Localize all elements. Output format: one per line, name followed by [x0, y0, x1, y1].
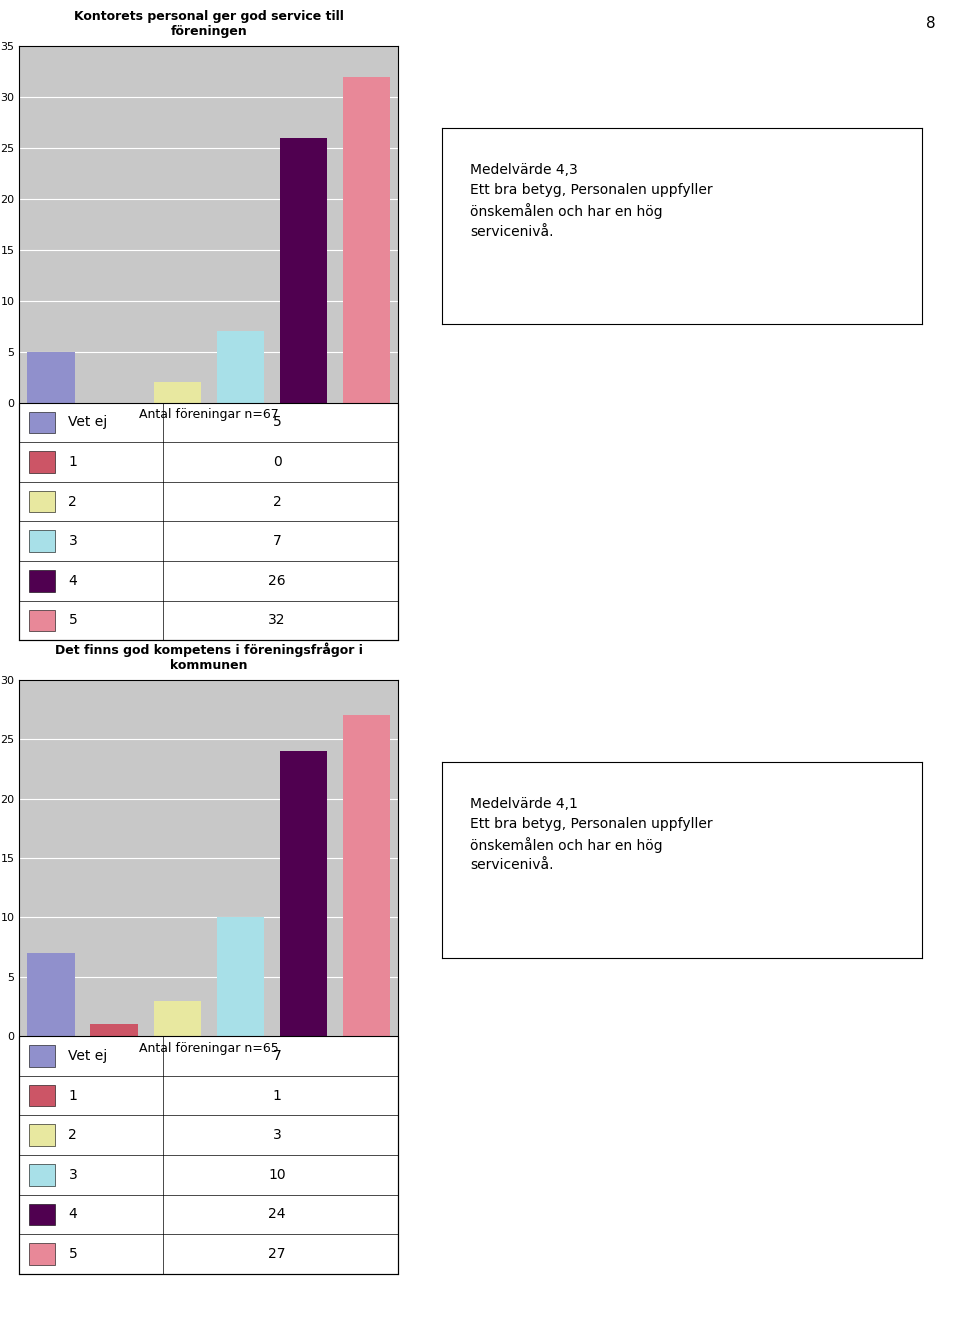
Bar — [29, 1045, 56, 1067]
Text: 3: 3 — [68, 1168, 77, 1181]
Text: 5: 5 — [68, 1247, 77, 1261]
Text: 3: 3 — [68, 535, 77, 548]
Text: 0: 0 — [273, 455, 281, 469]
Text: 7: 7 — [273, 1049, 281, 1063]
Bar — [29, 1204, 56, 1225]
Text: Vet ej: Vet ej — [68, 416, 108, 429]
Bar — [27, 351, 75, 403]
Text: Medelvärde 4,3
Ett bra betyg, Personalen uppfyller
önskemålen och har en hög
ser: Medelvärde 4,3 Ett bra betyg, Personalen… — [470, 164, 713, 239]
X-axis label: Antal föreningar n=65: Antal föreningar n=65 — [139, 1041, 278, 1055]
Bar — [29, 451, 56, 473]
Text: 5: 5 — [68, 614, 77, 627]
Text: 24: 24 — [268, 1208, 286, 1221]
Text: 4: 4 — [68, 1208, 77, 1221]
Bar — [27, 953, 75, 1036]
Text: 26: 26 — [268, 574, 286, 587]
X-axis label: Antal föreningar n=67: Antal föreningar n=67 — [139, 408, 278, 421]
Text: 4: 4 — [68, 574, 77, 587]
Bar — [217, 917, 264, 1036]
Text: 3: 3 — [273, 1129, 281, 1142]
Bar — [154, 1001, 201, 1036]
Text: 2: 2 — [68, 1129, 77, 1142]
Bar — [29, 531, 56, 552]
Text: 2: 2 — [273, 495, 281, 508]
Title: Kontorets personal ger god service till
föreningen: Kontorets personal ger god service till … — [74, 11, 344, 38]
Bar — [29, 1243, 56, 1265]
Text: Vet ej: Vet ej — [68, 1049, 108, 1063]
Bar — [29, 1164, 56, 1185]
Bar — [29, 491, 56, 512]
Text: Medelvärde 4,1
Ett bra betyg, Personalen uppfyller
önskemålen och har en hög
ser: Medelvärde 4,1 Ett bra betyg, Personalen… — [470, 797, 713, 873]
Text: 5: 5 — [273, 416, 281, 429]
Bar — [29, 1125, 56, 1146]
Text: 10: 10 — [268, 1168, 286, 1181]
Title: Det finns god kompetens i föreningsfrågor i
kommunen: Det finns god kompetens i föreningsfrågo… — [55, 642, 363, 672]
Bar — [154, 383, 201, 403]
Bar — [280, 137, 327, 403]
Text: 7: 7 — [273, 535, 281, 548]
Text: 8: 8 — [926, 16, 936, 30]
Bar — [217, 331, 264, 403]
Text: 1: 1 — [68, 455, 78, 469]
Text: 27: 27 — [268, 1247, 286, 1261]
Text: 1: 1 — [68, 1089, 78, 1102]
Bar — [29, 412, 56, 433]
Text: 32: 32 — [268, 614, 286, 627]
Bar — [343, 77, 391, 403]
Text: 1: 1 — [273, 1089, 281, 1102]
Bar — [29, 610, 56, 631]
Bar — [29, 1085, 56, 1106]
Bar — [29, 570, 56, 591]
Bar — [343, 715, 391, 1036]
Bar — [90, 1024, 137, 1036]
Bar — [280, 751, 327, 1036]
Text: 2: 2 — [68, 495, 77, 508]
